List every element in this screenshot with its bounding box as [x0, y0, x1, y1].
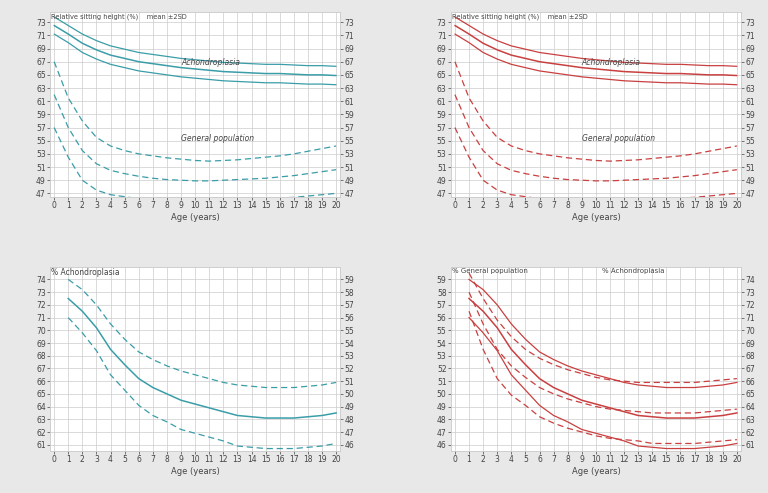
Text: % General population: % General population: [452, 268, 528, 274]
X-axis label: Age (years): Age (years): [170, 212, 220, 222]
X-axis label: Age (years): Age (years): [170, 467, 220, 476]
Text: Achondroplasia: Achondroplasia: [181, 58, 240, 67]
Text: % Achondroplasia: % Achondroplasia: [601, 268, 664, 274]
X-axis label: Age (years): Age (years): [571, 212, 621, 222]
Text: General population: General population: [582, 134, 655, 142]
Text: Relative sitting height (%)    mean ±2SD: Relative sitting height (%) mean ±2SD: [51, 13, 187, 20]
Text: Achondroplasia: Achondroplasia: [582, 58, 641, 67]
Text: General population: General population: [181, 134, 254, 142]
X-axis label: Age (years): Age (years): [571, 467, 621, 476]
Text: % Achondroplasia: % Achondroplasia: [51, 268, 120, 277]
Text: Relative sitting height (%)    mean ±2SD: Relative sitting height (%) mean ±2SD: [452, 13, 588, 20]
